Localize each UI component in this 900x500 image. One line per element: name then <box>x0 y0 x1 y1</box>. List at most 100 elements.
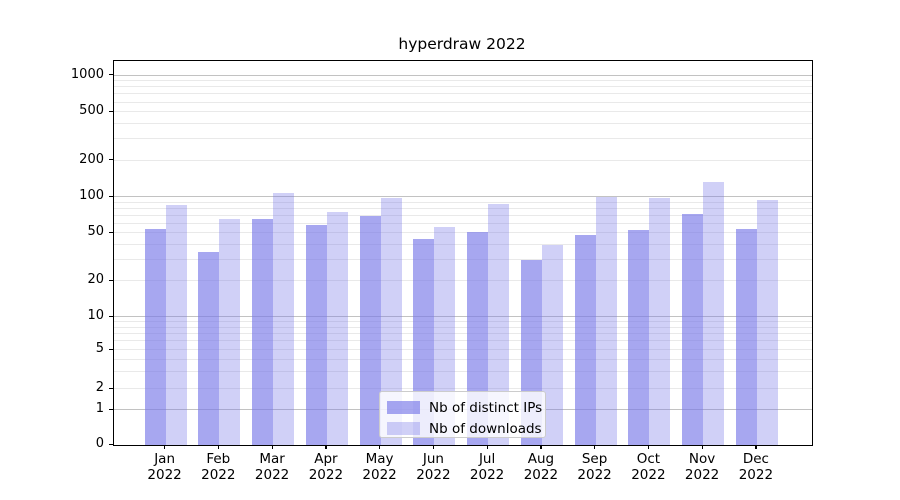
plot-area: Nb of distinct IPs Nb of downloads <box>113 60 813 446</box>
x-tick-mark <box>701 445 703 449</box>
x-tick-year: 2022 <box>469 466 505 483</box>
x-tick-mark <box>271 445 273 449</box>
gridline-minor <box>114 80 812 82</box>
y-tick-mark <box>109 387 113 389</box>
plot-canvas <box>114 61 812 445</box>
gridline-minor <box>114 321 812 322</box>
x-tick-month: Sep <box>581 451 608 467</box>
bar-downloads-jun <box>434 227 456 445</box>
gridline-minor <box>114 123 812 124</box>
y-tick-mark <box>109 110 113 112</box>
gridline-minor <box>114 326 812 328</box>
gridline-major <box>114 196 812 197</box>
x-tick-year: 2022 <box>147 466 182 483</box>
x-tick-label-mar: Mar 2022 <box>240 451 304 483</box>
bar-distinct-ips-mar <box>252 218 274 445</box>
legend-row: Nb of downloads <box>387 418 545 439</box>
gridline-minor <box>114 207 812 209</box>
x-tick-label-feb: Feb 2022 <box>186 451 250 483</box>
bar-downloads-aug <box>541 244 563 445</box>
gridline-minor <box>114 138 812 140</box>
x-tick-month: Oct <box>636 451 661 467</box>
x-tick-mark <box>594 445 596 449</box>
legend-swatch <box>387 422 420 435</box>
x-tick-month: Feb <box>206 451 231 467</box>
x-tick-mark <box>755 445 757 449</box>
y-tick-label: 1000 <box>70 66 104 82</box>
legend: Nb of distinct IPs Nb of downloads <box>379 391 546 438</box>
x-tick-month: Dec <box>742 451 769 467</box>
y-tick-mark <box>109 279 113 281</box>
bar-downloads-dec <box>756 200 778 445</box>
gridline-minor <box>114 86 812 88</box>
gridline-minor <box>114 349 812 350</box>
x-tick-label-jul: Jul 2022 <box>455 451 519 483</box>
y-tick-mark <box>109 74 113 76</box>
y-tick-mark <box>109 348 113 350</box>
x-tick-year: 2022 <box>416 466 451 483</box>
y-tick-mark <box>109 231 113 233</box>
bar-distinct-ips-apr <box>305 225 327 445</box>
legend-label: Nb of distinct IPs <box>429 399 543 416</box>
x-tick-label-oct: Oct 2022 <box>616 451 680 483</box>
bar-downloads-jul <box>488 204 510 445</box>
gridline-minor <box>114 388 812 389</box>
x-tick-year: 2022 <box>201 466 236 483</box>
bar-downloads-sep <box>595 197 617 445</box>
y-tick-mark <box>109 159 113 161</box>
bar-downloads-oct <box>649 198 671 445</box>
y-tick-label: 0 <box>95 436 104 451</box>
bar-downloads-jan <box>165 204 187 445</box>
bar-downloads-nov <box>703 182 725 445</box>
y-tick-label: 1 <box>95 401 104 416</box>
gridline-major <box>114 316 812 317</box>
x-tick-month: Aug <box>527 451 555 467</box>
x-tick-mark <box>164 445 166 449</box>
x-tick-year: 2022 <box>684 466 720 483</box>
gridline-minor <box>114 258 812 260</box>
bar-downloads-feb <box>219 218 241 445</box>
gridline-minor <box>114 333 812 334</box>
x-tick-year: 2022 <box>577 466 612 483</box>
x-tick-mark <box>540 445 542 449</box>
y-tick-label: 200 <box>79 151 104 167</box>
legend-swatch <box>387 401 420 414</box>
x-tick-mark <box>486 445 488 449</box>
y-tick-label: 20 <box>87 272 104 287</box>
x-tick-year: 2022 <box>362 466 397 483</box>
x-tick-month: Apr <box>314 451 338 467</box>
y-tick-mark <box>109 408 113 410</box>
bar-downloads-apr <box>326 211 348 445</box>
x-tick-mark <box>647 445 650 449</box>
x-tick-label-may: May 2022 <box>348 451 412 483</box>
x-tick-label-jan: Jan 2022 <box>133 451 197 483</box>
gridline-minor <box>114 243 812 245</box>
chart-title: hyperdraw 2022 <box>398 35 526 53</box>
x-tick-label-aug: Aug 2022 <box>509 451 573 483</box>
gridline-minor <box>114 340 812 342</box>
gridline-minor <box>114 280 812 281</box>
bar-distinct-ips-oct <box>628 230 650 445</box>
legend-label: Nb of downloads <box>429 420 542 437</box>
x-tick-mark <box>325 445 327 449</box>
y-tick-label: 10 <box>87 308 104 323</box>
y-tick-label: 5 <box>95 341 104 356</box>
x-tick-year: 2022 <box>631 466 666 483</box>
x-tick-month: Jun <box>422 451 444 467</box>
gridline-minor <box>114 358 812 360</box>
bar-distinct-ips-sep <box>574 235 596 445</box>
y-tick-label: 500 <box>79 103 104 119</box>
x-tick-mark <box>432 445 435 449</box>
gridline-major <box>114 74 812 76</box>
x-tick-month: May <box>365 451 394 467</box>
x-tick-mark <box>217 445 220 449</box>
y-tick-label: 100 <box>79 188 104 203</box>
x-tick-year: 2022 <box>254 466 290 483</box>
x-tick-year: 2022 <box>523 466 559 483</box>
bar-distinct-ips-dec <box>735 229 757 445</box>
gridline-minor <box>114 214 812 216</box>
bar-distinct-ips-feb <box>198 251 220 445</box>
y-tick-mark <box>109 195 113 197</box>
x-tick-month: Nov <box>688 451 716 467</box>
